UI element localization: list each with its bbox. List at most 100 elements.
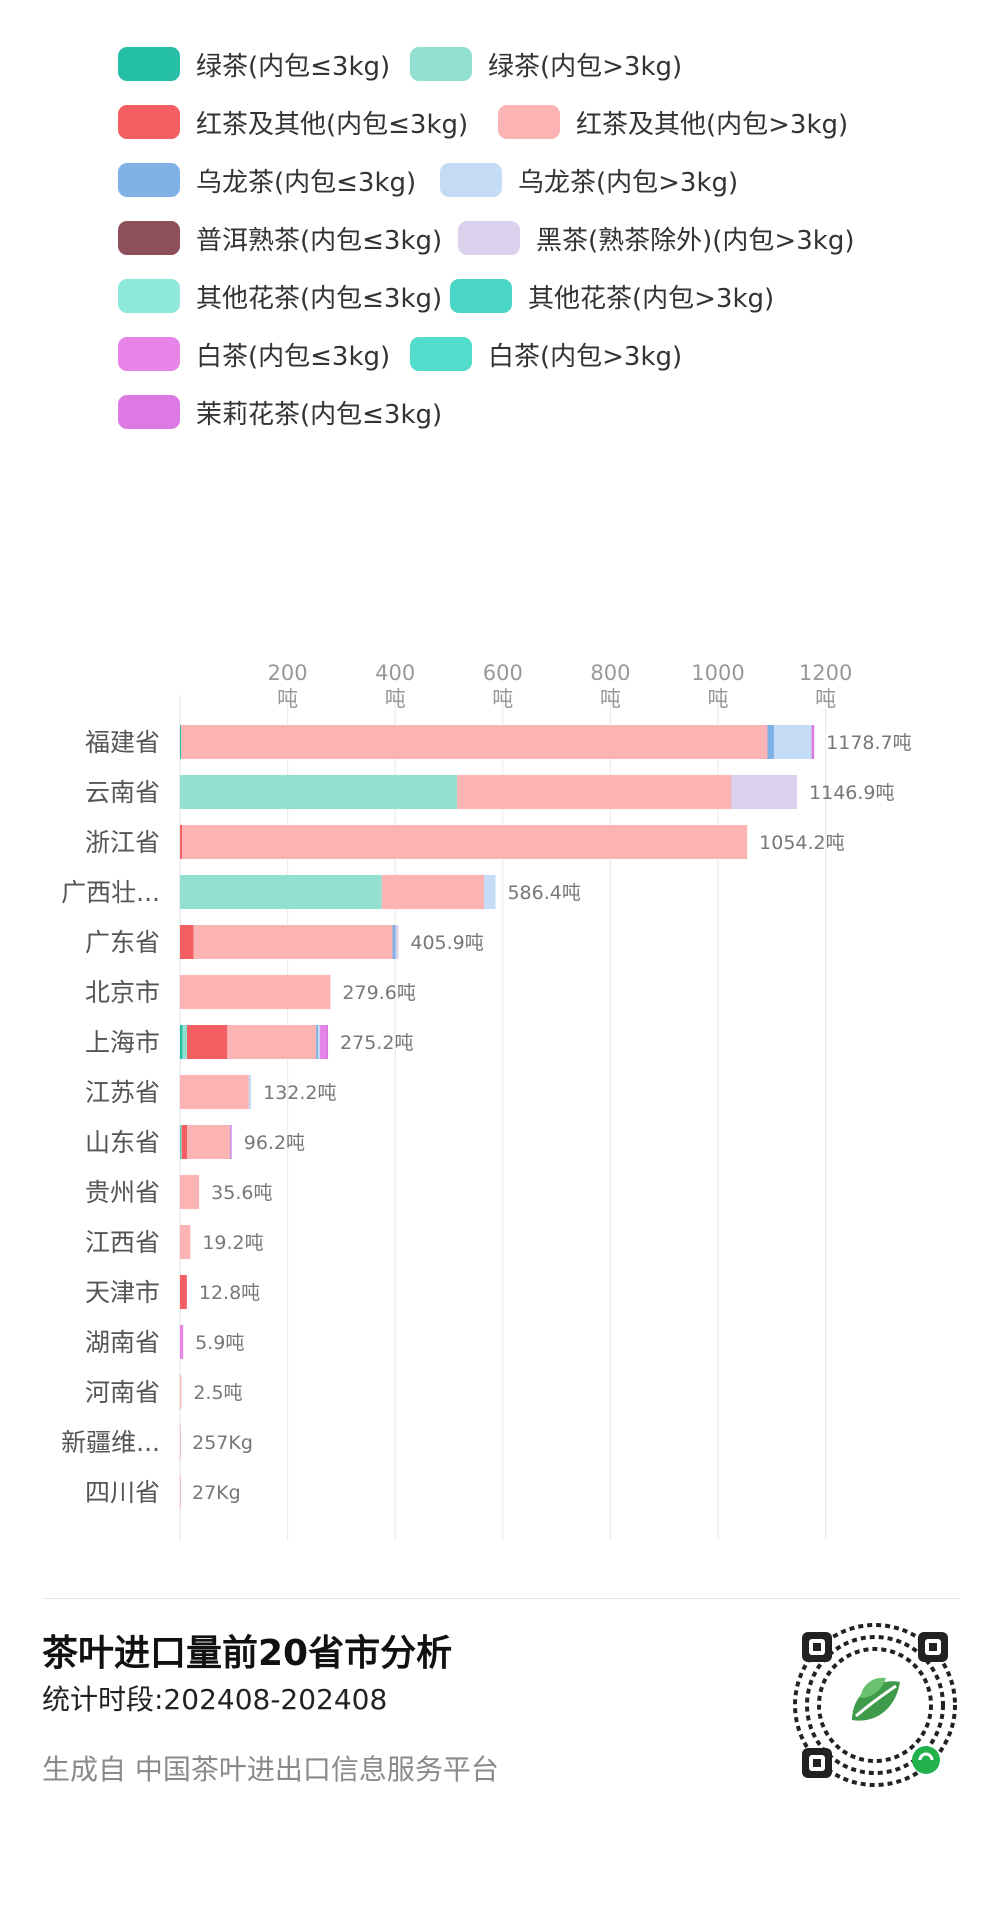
legend-label: 白茶(内包≤3kg) bbox=[196, 341, 391, 372]
footer-period: 统计时段:202408-202408 bbox=[42, 1683, 388, 1716]
category-label: 湖南省 bbox=[85, 1328, 160, 1357]
tick-unit: 吨 bbox=[815, 687, 836, 711]
footer-divider bbox=[42, 1598, 960, 1599]
bar-segment bbox=[767, 725, 774, 759]
tick-label: 1000 bbox=[691, 661, 744, 685]
legend-item[interactable]: 其他花茶(内包≤3kg) bbox=[118, 276, 442, 316]
category-label: 河南省 bbox=[85, 1378, 160, 1407]
total-label: 1054.2吨 bbox=[759, 832, 844, 854]
legend-label: 普洱熟茶(内包≤3kg) bbox=[196, 225, 443, 256]
total-labels: 1178.7吨 1146.9吨 1054.2吨 586.4吨 405.9吨 279.6吨 2… bbox=[192, 732, 912, 1504]
category-label: 广西壮... bbox=[61, 878, 160, 907]
total-label: 405.9吨 bbox=[410, 932, 483, 954]
bar-segment bbox=[180, 1375, 182, 1409]
category-label: 上海市 bbox=[85, 1028, 160, 1057]
category-label: 天津市 bbox=[85, 1278, 160, 1307]
legend-item[interactable]: 绿茶(内包>3kg) bbox=[410, 44, 682, 84]
bar-segment bbox=[319, 1025, 326, 1059]
legend-label: 乌龙茶(内包≤3kg) bbox=[196, 167, 417, 198]
footer-title: 茶叶进口量前20省市分析 bbox=[42, 1633, 453, 1674]
bar-segment bbox=[180, 1475, 181, 1509]
legend-item[interactable]: 乌龙茶(内包≤3kg) bbox=[118, 160, 416, 200]
category-label: 福建省 bbox=[85, 728, 160, 757]
bar-segment bbox=[395, 925, 399, 959]
legend-swatch bbox=[410, 47, 472, 81]
tick-unit: 吨 bbox=[277, 687, 298, 711]
category-label: 浙江省 bbox=[85, 828, 160, 857]
bar-segment bbox=[248, 1075, 252, 1109]
bar-segment bbox=[180, 975, 331, 1009]
bar-segment bbox=[182, 1025, 187, 1059]
total-label: 1178.7吨 bbox=[826, 732, 911, 754]
legend-swatch bbox=[118, 395, 180, 429]
total-label: 1146.9吨 bbox=[809, 782, 894, 804]
bar-segment bbox=[180, 1125, 181, 1159]
legend-label: 其他花茶(内包>3kg) bbox=[528, 283, 775, 314]
legend-item[interactable]: 红茶及其他(内包>3kg) bbox=[498, 102, 848, 142]
bar-segment bbox=[180, 1275, 187, 1309]
total-label: 2.5吨 bbox=[193, 1382, 242, 1404]
bar-segment bbox=[193, 925, 393, 959]
legend-label: 茉莉花茶(内包≤3kg) bbox=[196, 399, 443, 430]
bar-segment bbox=[731, 775, 798, 809]
legend-label: 其他花茶(内包≤3kg) bbox=[196, 283, 443, 314]
legend-label: 黑茶(熟茶除外)(内包>3kg) bbox=[536, 225, 855, 256]
category-label: 新疆维... bbox=[61, 1428, 160, 1457]
category-label: 云南省 bbox=[85, 778, 160, 807]
legend-label: 绿茶(内包≤3kg) bbox=[196, 51, 391, 82]
bar-segment bbox=[181, 725, 768, 759]
category-label: 北京市 bbox=[85, 978, 160, 1007]
bar-segment bbox=[182, 825, 748, 859]
tick-unit: 吨 bbox=[708, 687, 729, 711]
legend-item[interactable]: 黑茶(熟茶除外)(内包>3kg) bbox=[458, 218, 854, 258]
legend-label: 乌龙茶(内包>3kg) bbox=[518, 167, 739, 198]
tick-label: 1200 bbox=[799, 661, 852, 685]
legend-item[interactable]: 茉莉花茶(内包≤3kg) bbox=[118, 392, 442, 432]
legend-item[interactable]: 白茶(内包≤3kg) bbox=[118, 334, 390, 374]
tick-label: 200 bbox=[268, 661, 308, 685]
grid-lines bbox=[179, 695, 827, 1540]
bar-segment bbox=[180, 1225, 191, 1259]
bar-segment bbox=[318, 1025, 320, 1059]
bar-segment bbox=[227, 1025, 317, 1059]
total-label: 279.6吨 bbox=[342, 982, 415, 1004]
legend-swatch bbox=[118, 337, 180, 371]
legend-item[interactable]: 绿茶(内包≤3kg) bbox=[118, 44, 390, 84]
bar-segment bbox=[180, 1125, 182, 1159]
category-label: 江西省 bbox=[85, 1228, 160, 1257]
bar-segment bbox=[180, 825, 183, 859]
category-label: 四川省 bbox=[85, 1478, 160, 1507]
legend-swatch bbox=[118, 47, 180, 81]
legend-swatch bbox=[118, 221, 180, 255]
total-label: 19.2吨 bbox=[202, 1232, 263, 1254]
legend-item[interactable]: 红茶及其他(内包≤3kg) bbox=[118, 102, 468, 142]
total-label: 132.2吨 bbox=[263, 1082, 336, 1104]
bar-segment bbox=[180, 925, 194, 959]
bar-segment bbox=[392, 925, 396, 959]
bar-segment bbox=[773, 725, 812, 759]
legend-swatch bbox=[118, 105, 180, 139]
tick-label: 600 bbox=[483, 661, 523, 685]
tick-label: 800 bbox=[590, 661, 630, 685]
tick-unit: 吨 bbox=[492, 687, 513, 711]
total-label: 35.6吨 bbox=[211, 1182, 272, 1204]
legend-swatch bbox=[410, 337, 472, 371]
bar-segment bbox=[180, 1175, 200, 1209]
bar-segment bbox=[325, 1025, 329, 1059]
legend-label: 红茶及其他(内包≤3kg) bbox=[196, 109, 469, 140]
legend-item[interactable]: 乌龙茶(内包>3kg) bbox=[440, 160, 738, 200]
category-label: 江苏省 bbox=[85, 1078, 160, 1107]
legend-label: 红茶及其他(内包>3kg) bbox=[576, 109, 849, 140]
tick-label: 400 bbox=[375, 661, 415, 685]
bar-segment bbox=[186, 1125, 231, 1159]
bar-segment bbox=[180, 1325, 184, 1359]
legend-label: 绿茶(内包>3kg) bbox=[488, 51, 683, 82]
legend-item[interactable]: 普洱熟茶(内包≤3kg) bbox=[118, 218, 442, 258]
bars bbox=[180, 725, 815, 1509]
category-label: 广东省 bbox=[85, 928, 160, 957]
legend-item[interactable]: 其他花茶(内包>3kg) bbox=[450, 276, 774, 316]
qr-code-icon[interactable] bbox=[790, 1620, 960, 1790]
legend-item[interactable]: 白茶(内包>3kg) bbox=[410, 334, 682, 374]
